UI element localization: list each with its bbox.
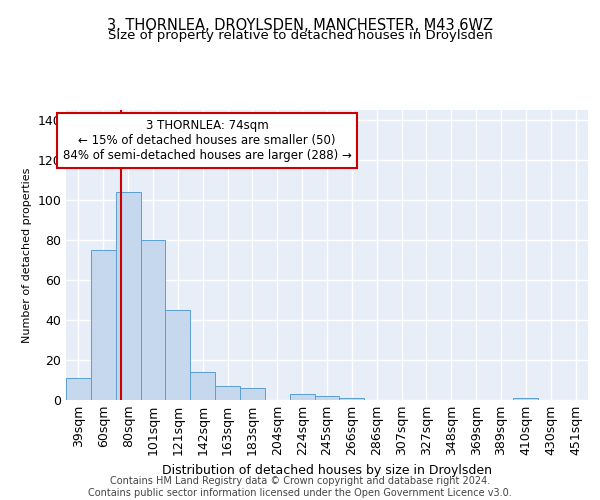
Bar — [190, 372, 215, 400]
Bar — [91, 250, 116, 400]
Bar — [290, 394, 314, 400]
Bar — [116, 192, 140, 400]
Text: 3 THORNLEA: 74sqm
← 15% of detached houses are smaller (50)
84% of semi-detached: 3 THORNLEA: 74sqm ← 15% of detached hous… — [62, 118, 352, 162]
Text: Contains HM Land Registry data © Crown copyright and database right 2024.
Contai: Contains HM Land Registry data © Crown c… — [88, 476, 512, 498]
Bar — [340, 398, 364, 400]
Text: Size of property relative to detached houses in Droylsden: Size of property relative to detached ho… — [107, 29, 493, 42]
Y-axis label: Number of detached properties: Number of detached properties — [22, 168, 32, 342]
Bar — [140, 240, 166, 400]
Bar — [66, 378, 91, 400]
Bar — [166, 310, 190, 400]
Bar — [215, 386, 240, 400]
Text: 3, THORNLEA, DROYLSDEN, MANCHESTER, M43 6WZ: 3, THORNLEA, DROYLSDEN, MANCHESTER, M43 … — [107, 18, 493, 32]
Bar — [514, 398, 538, 400]
Bar — [240, 388, 265, 400]
X-axis label: Distribution of detached houses by size in Droylsden: Distribution of detached houses by size … — [162, 464, 492, 476]
Bar — [314, 396, 340, 400]
